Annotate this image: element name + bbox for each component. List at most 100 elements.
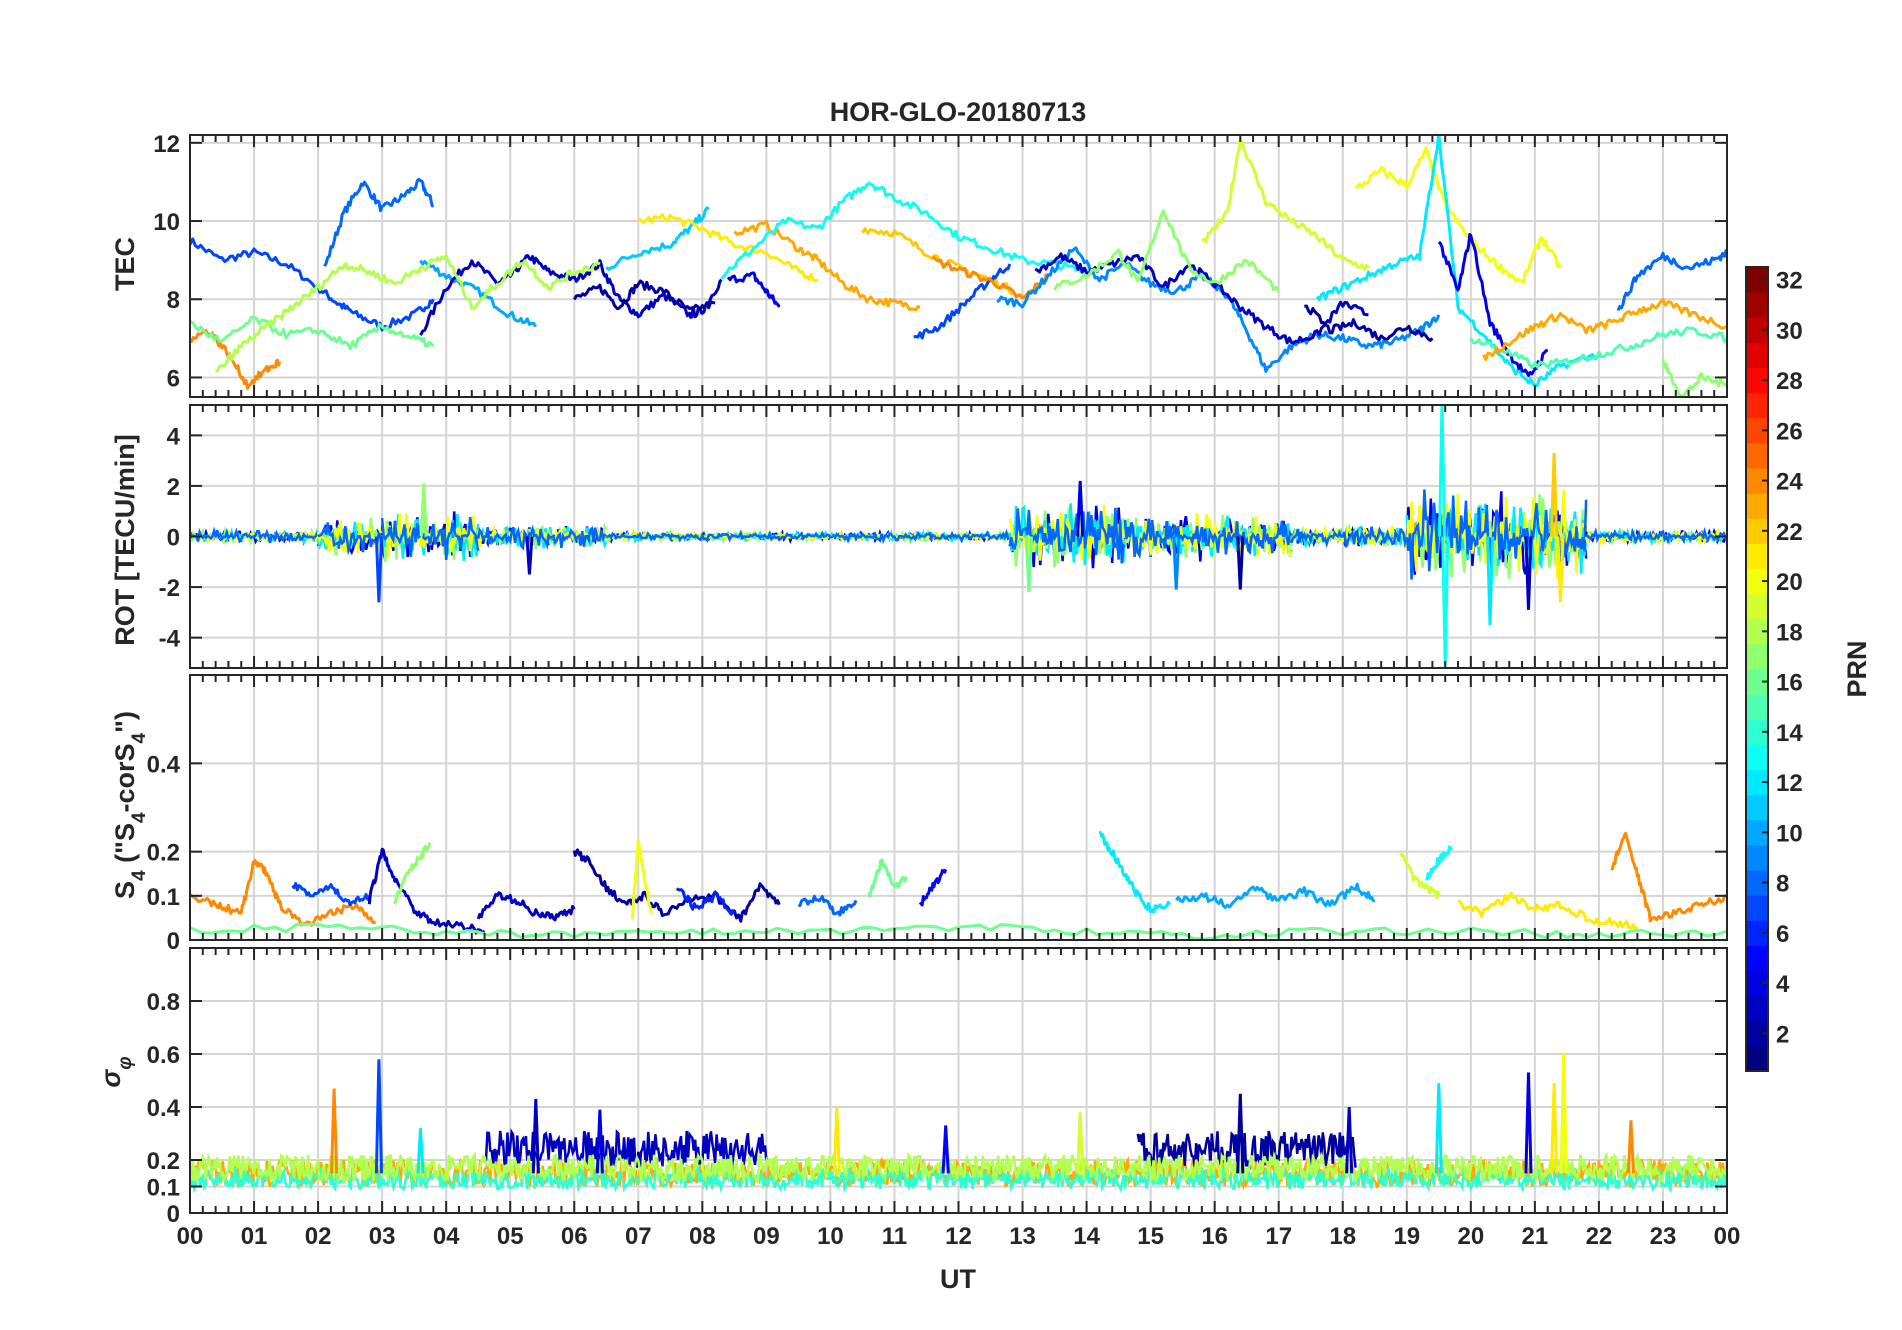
rot-ytick-label: -4 [159,626,181,653]
colorbar-swatch [1746,1020,1768,1047]
colorbar-swatch [1746,618,1768,645]
colorbar-swatch [1746,995,1768,1022]
colorbar-swatch [1746,794,1768,821]
s4-series-prn-5 [918,868,948,907]
rot-spike-prn-16 [1024,536,1033,593]
s4-frame [189,674,1728,941]
sigma-spike-prn-2 [1236,1093,1245,1174]
x-tick-label: 10 [817,1223,844,1250]
s4-series-prn-17 [393,841,432,905]
colorbar-tick-label: 6 [1776,921,1789,948]
sigma-spike-prn-12 [416,1128,425,1174]
rot-ytick-label: -2 [159,575,180,602]
rot-noise-prn-8 [317,522,384,556]
sigma-ytick-label: 0.2 [147,1148,180,1175]
rot-spike-prn-3 [1524,536,1533,610]
x-tick-label: 13 [1009,1223,1036,1250]
s4-series-prn-24 [1610,831,1727,923]
colorbar-swatch [1746,543,1768,570]
tec-series-prn-10 [419,259,538,328]
rot-spike-prn-2 [1236,536,1245,590]
tec-series-prn-2 [1304,304,1434,342]
colorbar-tick-label: 4 [1776,971,1790,998]
colorbar-frame [1745,266,1769,1072]
tec-series-prn-4 [726,271,781,308]
colorbar-tick-label: 12 [1776,770,1803,797]
colorbar-swatch [1746,1045,1768,1072]
rot-spike-prn-12 [1486,536,1495,626]
rot-noise-prn-8 [190,526,320,544]
s4-series-prn-16 [867,858,908,898]
rot-spike-prn-21 [1556,536,1565,603]
colorbar-swatch [1746,945,1768,972]
sigma-band-prn-14 [190,1163,1727,1194]
s4-series-prn-3 [367,847,486,935]
s4-ytick-label: 0 [167,928,180,955]
x-tick-label: 04 [433,1223,460,1250]
tec-series-prn-7 [190,237,435,332]
colorbar-swatch [1746,593,1768,620]
colorbar-swatch [1746,694,1768,720]
rot-noise-prn-8 [1290,526,1408,549]
colorbar-swatch [1746,292,1768,318]
s4-series-prn-21 [1457,891,1639,932]
colorbar-swatch [1746,317,1768,343]
rot-noise-prn-8 [606,528,1010,545]
rot-noise-prn-8 [1585,526,1727,545]
colorbar-tick-label: 18 [1776,619,1803,646]
colorbar-swatch [1746,568,1768,595]
tec-ytick-label: 10 [153,209,180,236]
tec-series-prn-15 [1469,326,1727,370]
tec-series-prn-7 [913,263,1012,340]
tec-ytick-label: 6 [167,365,180,392]
rot-frame [189,404,1728,669]
x-tick-label: 20 [1457,1223,1484,1250]
colorbar-tick-label: 10 [1776,820,1803,847]
rot-ytick-label: 0 [167,525,180,552]
colorbar-swatch [1746,417,1768,444]
x-tick-label: 01 [241,1223,268,1250]
rot-ytick-label: 2 [167,474,180,501]
tec-series-prn-16 [190,315,435,351]
x-tick-label: 11 [882,1223,907,1250]
colorbar-tick-label: 14 [1776,720,1803,747]
rot-spike-prn-4 [1076,480,1085,537]
rot-data [190,405,1727,666]
tec-data [190,135,1727,397]
colorbar-tick-label: 8 [1776,871,1789,898]
x-tick-label: 17 [1265,1223,1292,1250]
x-tick-label: 23 [1650,1223,1677,1250]
sigma-panel: σφ 00.10.2 0.4 0.6 0.8 [96,947,1728,1228]
tec-series-prn-12 [1315,135,1601,388]
sigma-spike-prn-24 [330,1088,339,1174]
s4-series-prn-10 [1175,882,1376,910]
colorbar-swatch [1746,669,1768,695]
sigma-ytick-label: 0.6 [147,1042,180,1069]
sigma-ytick-label: 0 [167,1201,180,1228]
sigma-ytick-label: 0.8 [147,989,180,1016]
rot-ylabel: ROT [TECU/min] [110,434,140,645]
tec-series-prn-23 [1482,298,1727,362]
tec-frame [189,134,1728,398]
tec-series-prn-17 [1661,359,1727,397]
s4-ytick-label: 0.4 [147,751,181,778]
colorbar-tick-label: 16 [1776,670,1803,697]
tec-series-prn-24 [190,329,282,390]
rot-noise-prn-8 [1123,518,1293,559]
colorbar-swatch [1746,493,1768,519]
x-tick-label: 00 [177,1223,204,1250]
x-tick-label: 18 [1329,1223,1356,1250]
s4-series-prn-7 [291,882,371,907]
s4-ytick-label: 0.2 [147,840,180,867]
sigma-spike-prn-3 [531,1098,540,1174]
s4-ylabel: S4 ("S4-corS4") [110,711,150,899]
s4-series-prn-2 [572,848,781,923]
sigma-band-prn-18 [190,1151,1727,1186]
rot-spike-prn-13 [1438,405,1447,537]
sigma-spike-prn-7 [374,1059,383,1174]
colorbar-tick-label: 28 [1776,368,1803,395]
colorbar-swatch [1746,895,1768,921]
sigma-spike-prn-21 [1550,1083,1559,1174]
sigma-spike-prn-19 [1076,1112,1085,1174]
colorbar-swatch [1746,342,1768,369]
